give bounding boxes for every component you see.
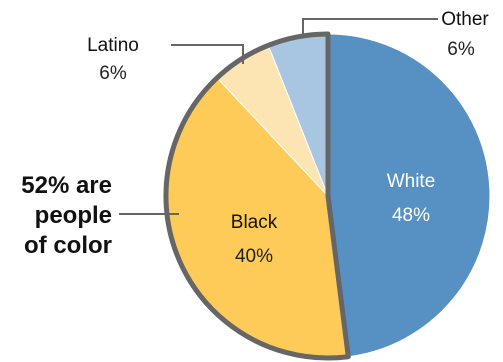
slice-label-black: Black (231, 212, 278, 233)
slice-value-latino: 6% (99, 63, 127, 84)
annotation-line-3: of color (24, 232, 112, 259)
slice-value-black: 40% (235, 246, 273, 267)
latino-leader-line (171, 44, 244, 64)
pie-slice-white (327, 33, 491, 358)
people-of-color-outline (163, 31, 351, 361)
pie-slices (165, 33, 491, 359)
annotation-line-2: people (35, 202, 112, 229)
slice-label-other: Other (441, 9, 489, 30)
other-leader-line (302, 18, 438, 38)
slice-value-white: 48% (392, 205, 430, 226)
annotation-line-1: 52% are (21, 172, 112, 199)
slice-value-other: 6% (447, 39, 475, 60)
slice-label-latino: Latino (87, 35, 139, 56)
slice-label-white: White (387, 171, 436, 192)
